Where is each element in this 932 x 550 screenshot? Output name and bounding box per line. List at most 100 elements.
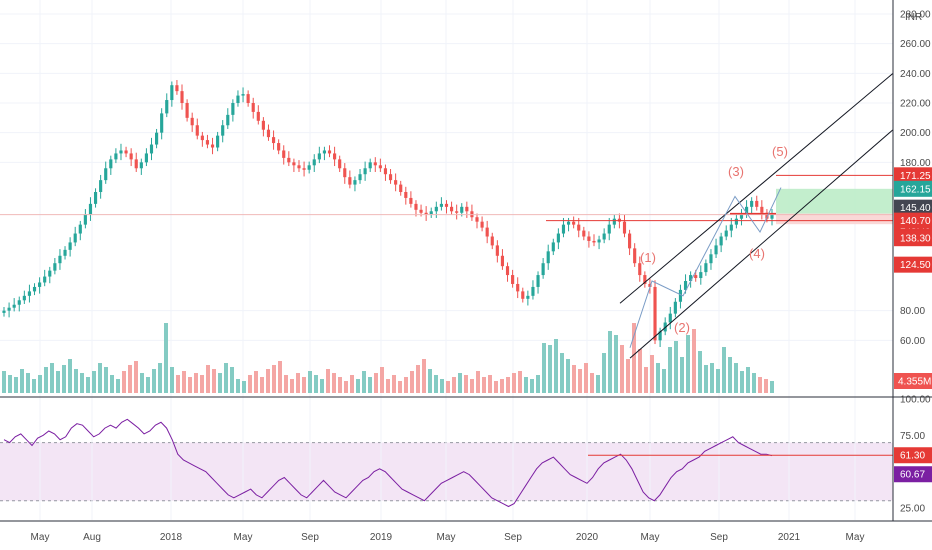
price-tags: 171.25162.15145.40145.40140.70138.30124.… bbox=[894, 167, 932, 483]
candle-body bbox=[282, 150, 286, 158]
candle-body bbox=[582, 230, 586, 237]
candle-body bbox=[205, 140, 210, 145]
price-tag bbox=[894, 256, 932, 273]
volume-bar bbox=[440, 379, 444, 393]
candle-body bbox=[724, 230, 728, 237]
volume-bar bbox=[578, 369, 582, 393]
candle-body bbox=[236, 95, 240, 104]
volume-bar bbox=[158, 363, 162, 393]
candle-body bbox=[277, 143, 281, 151]
volume-bar bbox=[296, 373, 300, 393]
candle-body bbox=[190, 117, 194, 126]
price-tick-label: 240.00 bbox=[900, 69, 931, 80]
volume-bar bbox=[476, 371, 480, 393]
volume-bar bbox=[122, 371, 126, 393]
volume-bar bbox=[698, 351, 702, 393]
candle-body bbox=[683, 281, 688, 290]
candle-body bbox=[287, 157, 291, 163]
candle-body bbox=[495, 245, 499, 256]
price-tag bbox=[894, 199, 932, 216]
wave-path bbox=[629, 187, 782, 348]
candle-body bbox=[572, 221, 576, 225]
candle-body bbox=[394, 180, 398, 185]
wave-label: (4) bbox=[749, 246, 765, 261]
candle-body bbox=[414, 203, 418, 210]
volume-bar bbox=[266, 369, 270, 393]
candle-body bbox=[139, 162, 143, 169]
candle-body bbox=[333, 153, 337, 160]
wave-label: (2) bbox=[674, 320, 690, 335]
candle-body bbox=[439, 203, 443, 207]
volume-bar bbox=[386, 379, 390, 393]
candle-body bbox=[7, 307, 11, 311]
volume-bar bbox=[692, 329, 696, 393]
price-tag-label: 124.50 bbox=[900, 260, 931, 271]
candle-body bbox=[694, 275, 698, 279]
candle-body bbox=[348, 177, 352, 185]
volume-bars bbox=[2, 323, 774, 393]
volume-bar bbox=[398, 381, 402, 393]
volume-bar bbox=[74, 369, 78, 393]
candle-body bbox=[83, 214, 87, 225]
currency-label: INR bbox=[905, 12, 922, 23]
volume-bar bbox=[548, 345, 552, 393]
volume-bar bbox=[50, 363, 54, 393]
candle-body bbox=[612, 218, 616, 225]
volume-bar bbox=[632, 323, 636, 393]
candle-body bbox=[556, 233, 560, 243]
candle-body bbox=[200, 135, 204, 141]
candle-body bbox=[104, 168, 108, 181]
candle-body bbox=[231, 103, 235, 115]
volume-bar bbox=[680, 357, 684, 393]
time-tick-label: 2021 bbox=[778, 532, 801, 543]
volume-bar bbox=[68, 359, 72, 393]
candle-body bbox=[312, 159, 316, 166]
candle-body bbox=[327, 150, 332, 154]
volume-bar bbox=[374, 373, 378, 393]
volume-bar bbox=[602, 353, 606, 393]
volume-bar bbox=[62, 365, 66, 393]
volume-bar bbox=[260, 377, 264, 393]
price-tag-label: 138.30 bbox=[900, 234, 931, 245]
candle-body bbox=[516, 283, 520, 292]
volume-bar bbox=[752, 373, 756, 393]
candle-body bbox=[78, 224, 82, 234]
volume-bar bbox=[146, 377, 150, 393]
stop-zone bbox=[776, 213, 893, 225]
volume-bar bbox=[26, 373, 30, 393]
price-tick-label: 200.00 bbox=[900, 128, 931, 139]
candle-body bbox=[490, 236, 494, 246]
candle-body bbox=[475, 217, 479, 222]
candle-body bbox=[256, 111, 260, 121]
candle-body bbox=[755, 200, 759, 207]
price-tick-label: 180.00 bbox=[900, 158, 931, 169]
candle-body bbox=[541, 263, 545, 276]
candle-body bbox=[251, 103, 255, 112]
volume-bar bbox=[746, 367, 750, 393]
volume-bar bbox=[458, 373, 462, 393]
volume-bar bbox=[224, 363, 228, 393]
candle-body bbox=[195, 125, 199, 136]
candle-body bbox=[170, 85, 174, 101]
price-tick-label: 220.00 bbox=[900, 99, 931, 110]
volume-bar bbox=[38, 375, 42, 393]
candle-body bbox=[597, 239, 601, 243]
candle-body bbox=[587, 236, 591, 241]
volume-bar bbox=[206, 365, 210, 393]
volume-bar bbox=[494, 381, 498, 393]
candle-body bbox=[292, 162, 296, 166]
volume-bar bbox=[194, 373, 198, 393]
candle-body bbox=[729, 224, 733, 231]
candle-body bbox=[643, 275, 647, 284]
volume-bar bbox=[740, 371, 744, 393]
volume-bar bbox=[128, 365, 132, 393]
wave-label: (1) bbox=[640, 250, 656, 265]
volume-bar bbox=[218, 373, 222, 393]
candle-body bbox=[149, 144, 154, 154]
volume-bar bbox=[404, 377, 408, 393]
candle-body bbox=[109, 159, 113, 169]
volume-bar bbox=[104, 367, 108, 393]
candle-body bbox=[297, 165, 301, 169]
